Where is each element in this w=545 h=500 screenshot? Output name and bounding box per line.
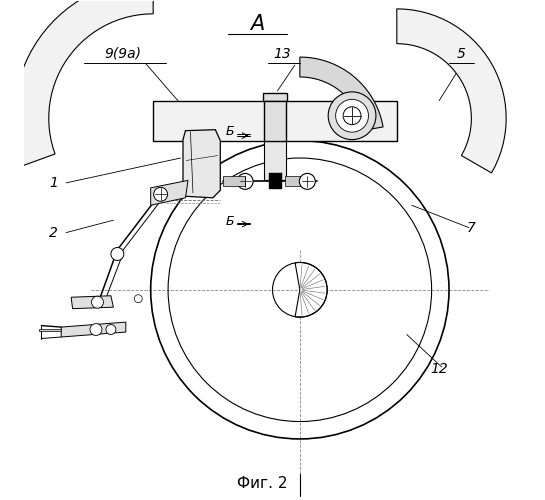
Circle shape — [106, 324, 116, 334]
Polygon shape — [39, 328, 61, 330]
Circle shape — [237, 174, 253, 190]
Circle shape — [328, 92, 376, 140]
Text: Б: Б — [226, 125, 234, 138]
Text: 12: 12 — [430, 362, 448, 376]
Polygon shape — [264, 140, 286, 180]
Bar — [269, 174, 282, 190]
Circle shape — [343, 107, 361, 124]
Polygon shape — [14, 0, 153, 166]
Polygon shape — [183, 130, 220, 198]
Polygon shape — [263, 94, 287, 101]
Polygon shape — [61, 322, 126, 337]
Text: Б: Б — [226, 214, 234, 228]
Text: Фиг. 2: Фиг. 2 — [237, 476, 288, 491]
Circle shape — [90, 324, 102, 336]
Polygon shape — [71, 296, 113, 308]
Circle shape — [111, 248, 124, 260]
Text: 13: 13 — [274, 46, 292, 60]
Circle shape — [92, 296, 104, 308]
Polygon shape — [153, 101, 397, 140]
Text: 1: 1 — [49, 176, 58, 190]
Polygon shape — [264, 101, 286, 140]
Text: А: А — [251, 14, 265, 34]
Polygon shape — [150, 180, 188, 205]
Polygon shape — [300, 57, 383, 130]
Text: 7: 7 — [467, 220, 476, 234]
Polygon shape — [223, 176, 245, 186]
Circle shape — [299, 174, 315, 190]
Text: 5: 5 — [457, 46, 466, 60]
Circle shape — [134, 294, 142, 302]
Polygon shape — [285, 176, 305, 186]
Polygon shape — [397, 9, 506, 173]
Circle shape — [336, 100, 368, 132]
Text: 2: 2 — [49, 226, 58, 239]
Circle shape — [154, 188, 167, 202]
Wedge shape — [295, 262, 327, 317]
Text: 9(9а): 9(9а) — [105, 46, 142, 60]
